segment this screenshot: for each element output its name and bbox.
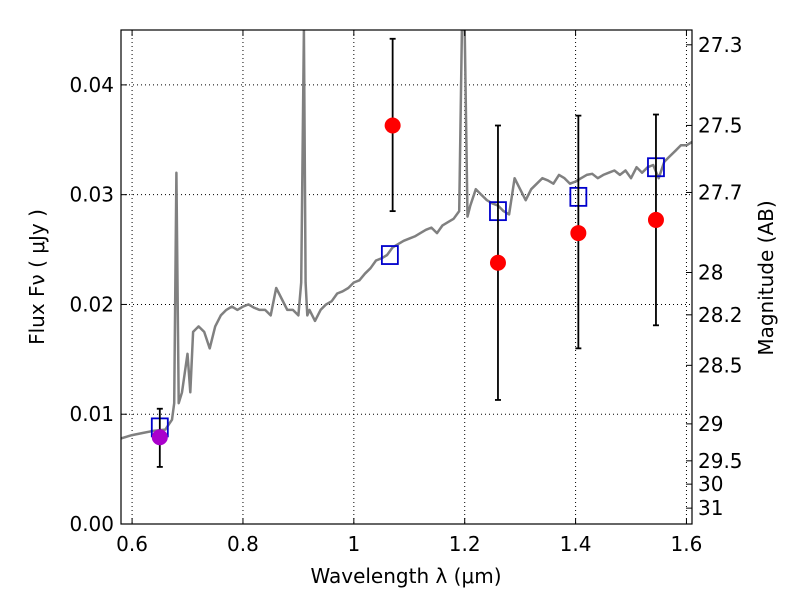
observed-flux-point — [647, 211, 664, 228]
y2-tick-label: 29 — [698, 412, 723, 436]
y-tick-label: 0.03 — [69, 183, 114, 207]
plot-frame — [120, 29, 693, 525]
y2-tick-label: 28.2 — [698, 303, 743, 327]
x-tick-label: 1.2 — [449, 532, 481, 556]
observed-flux-point — [384, 117, 401, 134]
y2-tick-label: 27.7 — [698, 180, 743, 204]
plot-area — [121, 30, 692, 468]
model-flux-square — [380, 245, 399, 265]
y2-tick-label: 27.5 — [698, 113, 743, 137]
y-tick-label: 0.04 — [69, 73, 114, 97]
y2-tick-label: 29.5 — [698, 449, 743, 473]
grid-layer — [121, 30, 692, 524]
y-tick-label: 0.00 — [69, 512, 114, 536]
x-tick-label: 0.8 — [227, 532, 259, 556]
y2-tick-label: 28.5 — [698, 353, 743, 377]
y-tick-label: 0.01 — [69, 402, 114, 426]
x-tick-label: 1.6 — [671, 532, 703, 556]
x-axis: 0.6 0.8 1 1.2 1.4 1.6 — [116, 30, 702, 556]
observed-flux-point — [489, 254, 506, 271]
spectrum-line — [121, 30, 692, 440]
observed-flux-point — [151, 429, 168, 446]
y-axis-label: Flux Fν ( μJy ) — [25, 209, 49, 345]
data-layer — [121, 30, 692, 468]
x-tick-label: 0.6 — [116, 532, 148, 556]
y2-tick-label: 28 — [698, 261, 723, 285]
y2-tick-label: 31 — [698, 496, 723, 520]
y-axis: 0.00 0.01 0.02 0.03 0.04 — [69, 73, 127, 536]
y2-tick-label: 30 — [698, 472, 723, 496]
y2-axis-label: Magnitude (AB) — [754, 200, 778, 355]
x-axis-label: Wavelength λ (μm) — [310, 564, 501, 588]
y-tick-label: 0.02 — [69, 292, 114, 316]
observed-flux-point — [570, 225, 587, 242]
y2-tick-label: 27.3 — [698, 33, 743, 57]
x-tick-label: 1.4 — [560, 532, 592, 556]
x-tick-label: 1 — [347, 532, 360, 556]
